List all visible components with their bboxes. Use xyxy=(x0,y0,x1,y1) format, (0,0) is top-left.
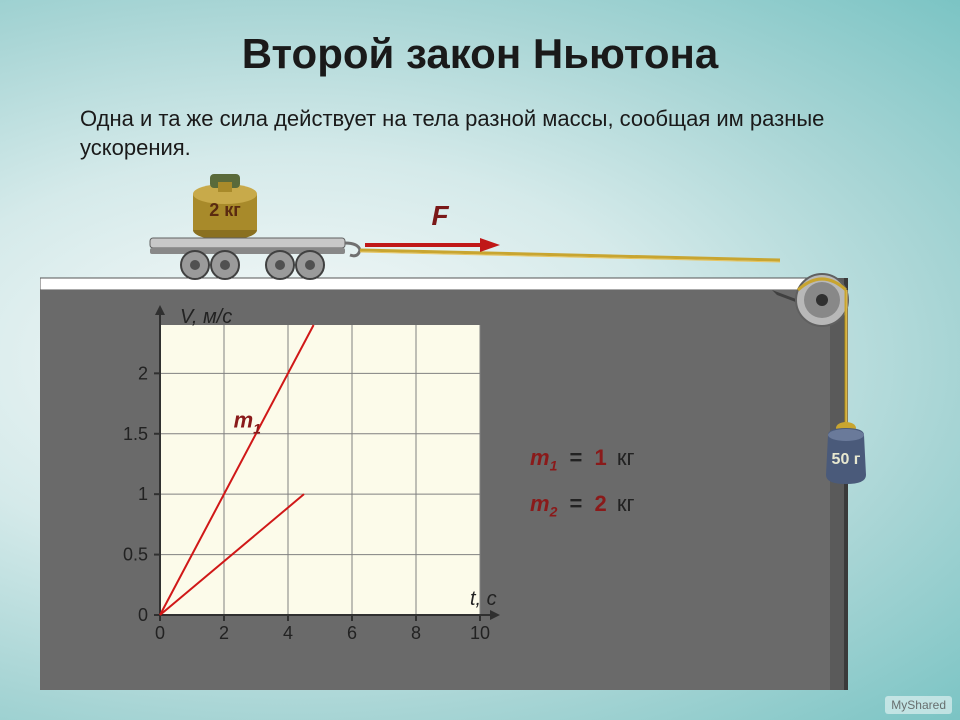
page-subtitle: Одна и та же сила действует на тела разн… xyxy=(80,105,880,162)
svg-text:8: 8 xyxy=(411,623,421,643)
pulley-system: 50 г xyxy=(772,250,912,550)
svg-text:2: 2 xyxy=(219,623,229,643)
page-title: Второй закон Ньютона xyxy=(0,30,960,78)
svg-text:2: 2 xyxy=(138,363,148,383)
hanging-weight-label: 50 г xyxy=(832,451,861,468)
svg-text:6: 6 xyxy=(347,623,357,643)
svg-text:4: 4 xyxy=(283,623,293,643)
svg-text:0: 0 xyxy=(155,623,165,643)
velocity-graph: 024681000.511.52V, м/сt, сm1 xyxy=(100,305,500,665)
svg-text:V, м/с: V, м/с xyxy=(180,306,232,328)
svg-text:10: 10 xyxy=(470,623,490,643)
svg-text:0: 0 xyxy=(138,605,148,625)
svg-text:t, с: t, с xyxy=(470,588,497,610)
svg-text:1: 1 xyxy=(138,484,148,504)
watermark: MyShared xyxy=(885,696,952,714)
svg-text:1.5: 1.5 xyxy=(123,424,148,444)
mass-values: m1 = 1 кг m2 = 2 кг xyxy=(530,445,635,538)
force-label: F xyxy=(431,200,449,231)
cart-with-weight: 2 кг F xyxy=(140,170,840,290)
physics-diagram: 2 кг F xyxy=(40,170,910,690)
cart-weight-label: 2 кг xyxy=(209,200,241,220)
svg-text:0.5: 0.5 xyxy=(123,545,148,565)
